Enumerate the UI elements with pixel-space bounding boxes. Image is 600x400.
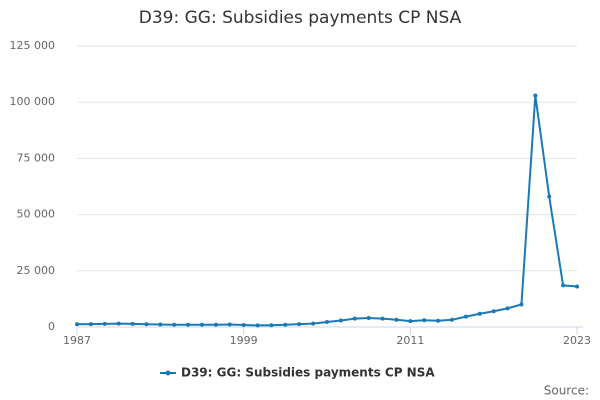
chart-title: D39: GG: Subsidies payments CP NSA xyxy=(139,8,462,28)
legend-label: D39: GG: Subsidies payments CP NSA xyxy=(181,366,435,380)
data-point xyxy=(561,283,566,288)
data-point xyxy=(408,319,413,324)
data-point xyxy=(255,323,260,328)
data-point xyxy=(311,321,316,326)
data-point xyxy=(380,316,385,321)
data-line xyxy=(76,95,578,327)
data-point xyxy=(88,322,93,327)
data-point xyxy=(172,322,177,327)
data-point xyxy=(241,322,246,327)
data-point xyxy=(297,322,302,327)
data-point xyxy=(575,284,579,289)
data-point xyxy=(227,322,232,327)
data-point xyxy=(283,322,288,327)
data-point xyxy=(325,320,329,325)
data-point xyxy=(102,321,107,326)
data-point xyxy=(477,311,482,316)
data-point xyxy=(366,316,371,321)
data-point xyxy=(144,322,149,327)
data-point xyxy=(519,302,524,307)
x-tick-label: 2011 xyxy=(396,334,424,347)
data-point xyxy=(491,309,496,314)
data-point xyxy=(269,323,274,328)
data-point xyxy=(352,316,357,321)
data-point xyxy=(200,322,204,327)
data-point xyxy=(158,322,163,327)
x-tick-label: 1987 xyxy=(63,334,91,347)
data-point xyxy=(450,317,454,322)
x-tick-label: 2023 xyxy=(563,334,591,347)
data-point xyxy=(186,322,191,327)
data-point xyxy=(130,321,135,326)
data-point xyxy=(338,318,343,323)
source: Source: xyxy=(544,384,589,398)
y-tick-label: 25 000 xyxy=(17,264,56,277)
y-tick-label: 75 000 xyxy=(17,151,56,164)
data-point xyxy=(463,314,468,319)
y-tick-label: 50 000 xyxy=(17,208,56,221)
legend-marker xyxy=(165,370,171,376)
x-tick-label: 1999 xyxy=(230,334,258,347)
data-point xyxy=(116,321,121,326)
y-tick-label: 0 xyxy=(48,320,55,333)
data-point xyxy=(436,318,441,323)
y-tick-label: 125 000 xyxy=(10,39,56,52)
data-point xyxy=(422,318,427,323)
y-tick-label: 100 000 xyxy=(10,95,56,108)
data-point xyxy=(213,322,218,327)
data-point xyxy=(505,306,510,311)
data-point xyxy=(75,322,79,327)
data-point xyxy=(533,93,538,98)
data-point xyxy=(394,317,399,322)
data-point xyxy=(547,194,552,199)
